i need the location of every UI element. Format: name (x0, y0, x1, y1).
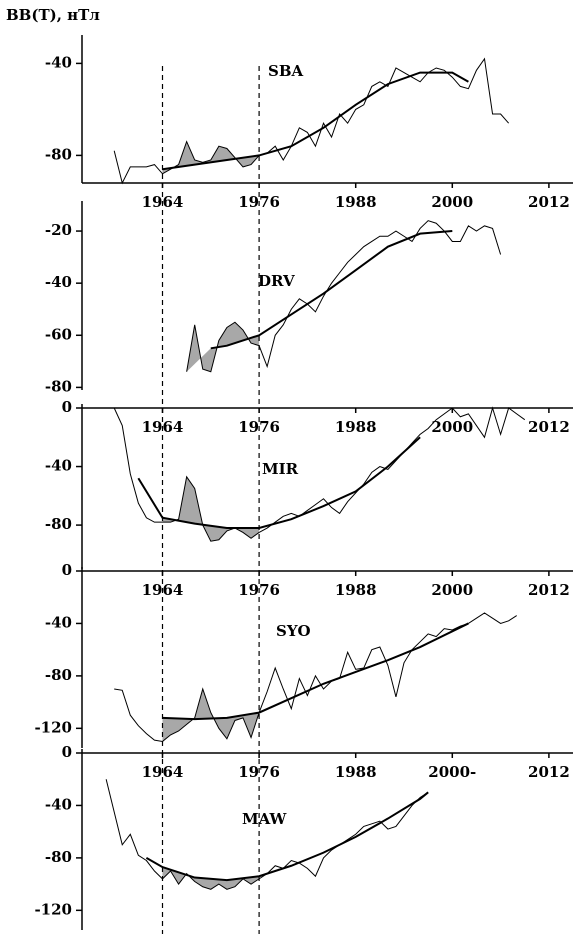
y-tick-label: -120 (34, 900, 72, 918)
panel-label: MIR (262, 460, 299, 478)
x-tick-label: 2000 (431, 418, 473, 436)
x-tick-label: 2000 (431, 581, 473, 599)
y-tick-label: 0 (62, 743, 72, 761)
y-tick-label: -60 (45, 325, 72, 343)
series-line (162, 71, 469, 171)
x-tick-label: 2000- (428, 763, 476, 781)
series-line (137, 436, 421, 530)
y-tick-label: 0 (62, 398, 72, 416)
shaded-area (162, 476, 260, 542)
y-tick-label: -40 (45, 457, 72, 475)
shaded-area (162, 689, 260, 742)
y-tick-label: -20 (45, 221, 72, 239)
panel-label: DRV (258, 272, 295, 290)
x-tick-label: 2000 (431, 193, 473, 211)
x-tick-label: 2012 (528, 763, 570, 781)
y-tick-label: -120 (34, 718, 72, 736)
panel-label: MAW (242, 810, 287, 828)
y-tick-label: -80 (45, 515, 72, 533)
shaded-area (162, 867, 260, 890)
shaded-area (186, 322, 260, 372)
x-tick-label: 1988 (335, 418, 377, 436)
series-line (162, 622, 469, 721)
y-tick-label: -80 (45, 377, 72, 395)
x-tick-label: 1988 (335, 193, 377, 211)
panel-label: SYO (276, 622, 311, 640)
series-line (145, 791, 429, 882)
panel-label: SBA (268, 62, 304, 80)
x-tick-label: 2012 (528, 581, 570, 599)
series-line (113, 57, 510, 185)
y-tick-label: -40 (45, 273, 72, 291)
series-line (210, 230, 453, 350)
y-tick-label: -40 (45, 613, 72, 631)
x-tick-label: 2012 (528, 418, 570, 436)
series-line (186, 220, 502, 373)
y-tick-label: -80 (45, 848, 72, 866)
y-tick-label: 0 (62, 561, 72, 579)
y-tick-label: -80 (45, 145, 72, 163)
y-tick-label: -80 (45, 666, 72, 684)
y-tick-label: -40 (45, 795, 72, 813)
y-tick-label: -40 (45, 53, 72, 71)
x-tick-label: 1988 (335, 763, 377, 781)
x-tick-label: 2012 (528, 193, 570, 211)
x-tick-label: 1988 (335, 581, 377, 599)
series-line (113, 406, 526, 542)
chart-title: BB(T), нТл (6, 6, 100, 24)
series-line (114, 612, 517, 742)
